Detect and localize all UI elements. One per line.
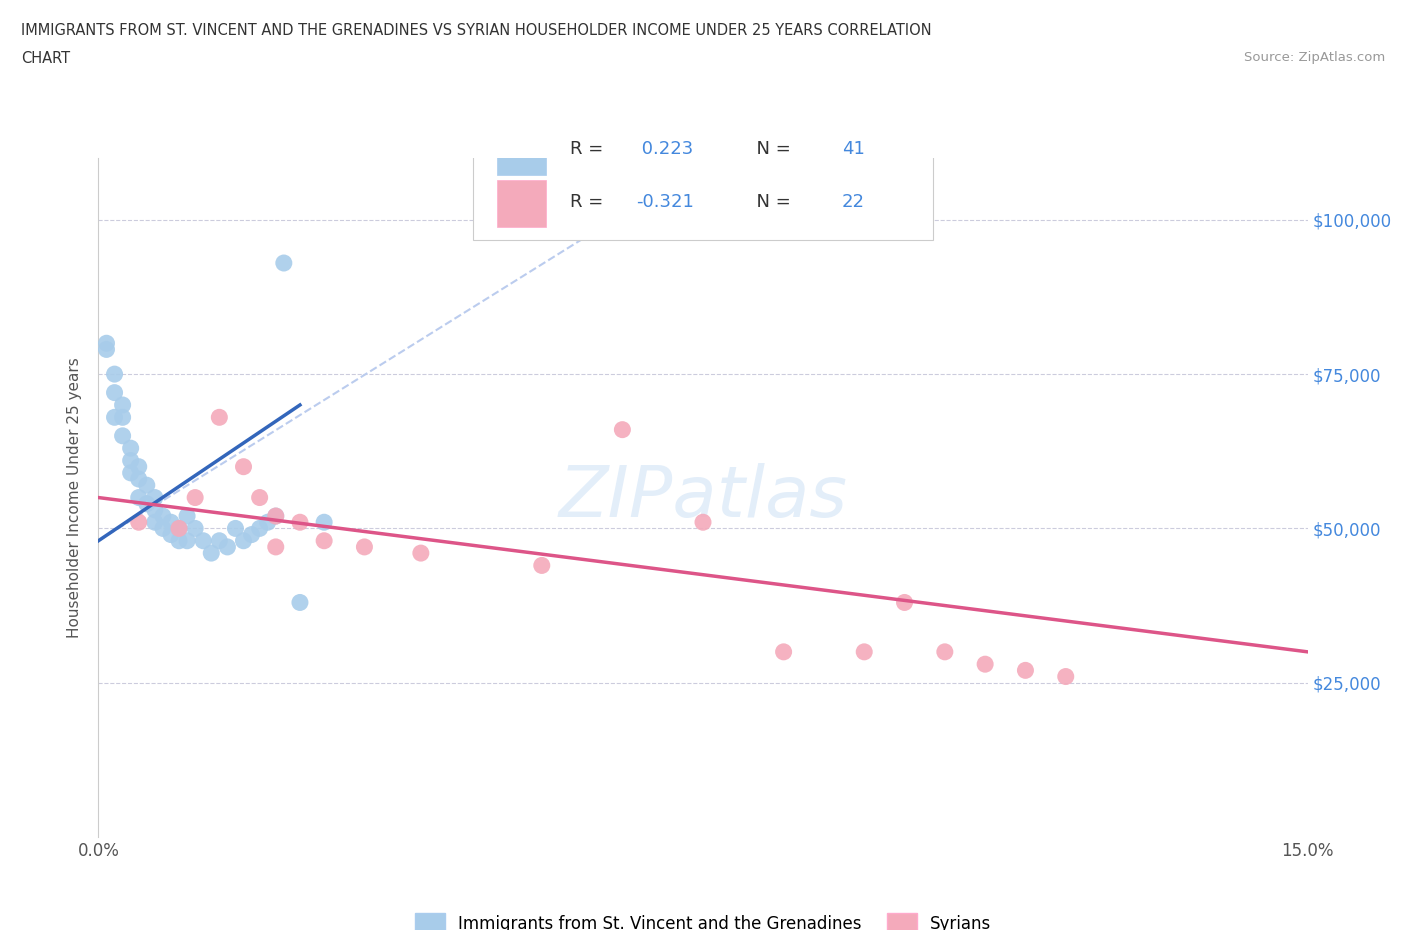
Text: N =: N = [745,193,797,210]
Y-axis label: Householder Income Under 25 years: Householder Income Under 25 years [67,357,83,638]
Point [128,459,150,474]
Text: 0.223: 0.223 [637,140,693,158]
Legend: Immigrants from St. Vincent and the Grenadines, Syrians: Immigrants from St. Vincent and the Gren… [408,907,998,930]
Point [353,539,375,554]
Point [256,515,278,530]
Bar [474,117,932,240]
Point [314,515,336,530]
Point [111,410,134,425]
Point [232,459,254,474]
Text: CHART: CHART [21,51,70,66]
Text: -0.321: -0.321 [637,193,695,210]
Text: Source: ZipAtlas.com: Source: ZipAtlas.com [1244,51,1385,64]
Point [249,521,271,536]
Point [288,595,311,610]
Point [167,533,190,548]
Point [176,509,198,524]
Point [893,595,915,610]
Point [934,644,956,659]
Point [152,509,174,524]
Point [314,533,336,548]
Point [264,509,287,524]
Point [96,342,118,357]
Text: N =: N = [745,140,797,158]
Point [974,657,997,671]
Point [200,546,222,561]
Point [288,515,311,530]
Point [184,521,207,536]
Point [103,410,125,425]
Point [167,521,190,536]
Point [135,497,157,512]
Point [232,533,254,548]
Point [176,533,198,548]
Point [853,644,876,659]
Point [530,558,553,573]
Point [249,490,271,505]
Point [160,527,183,542]
Point [120,465,142,480]
Text: IMMIGRANTS FROM ST. VINCENT AND THE GRENADINES VS SYRIAN HOUSEHOLDER INCOME UNDE: IMMIGRANTS FROM ST. VINCENT AND THE GREN… [21,23,932,38]
Bar [498,179,546,227]
Point [273,256,295,271]
Text: R =: R = [569,140,609,158]
Point [143,490,166,505]
Point [612,422,634,437]
Point [772,644,794,659]
Point [264,539,287,554]
Point [135,478,157,493]
Point [160,515,183,530]
Point [208,533,231,548]
Point [128,490,150,505]
Point [128,515,150,530]
Point [217,539,239,554]
Point [120,441,142,456]
Point [240,527,263,542]
Point [1014,663,1036,678]
Point [264,509,287,524]
Bar [498,127,546,175]
Point [120,453,142,468]
Point [111,429,134,444]
Point [152,521,174,536]
Point [692,515,714,530]
Point [103,366,125,381]
Point [208,410,231,425]
Point [167,521,190,536]
Point [103,385,125,400]
Text: ZIPatlas: ZIPatlas [558,463,848,532]
Point [184,490,207,505]
Point [224,521,246,536]
Point [128,472,150,486]
Point [96,336,118,351]
Point [409,546,432,561]
Text: R =: R = [569,193,609,210]
Point [193,533,215,548]
Point [143,502,166,517]
Text: 41: 41 [842,140,865,158]
Point [111,397,134,412]
Text: 22: 22 [842,193,865,210]
Point [143,515,166,530]
Point [1054,669,1077,684]
